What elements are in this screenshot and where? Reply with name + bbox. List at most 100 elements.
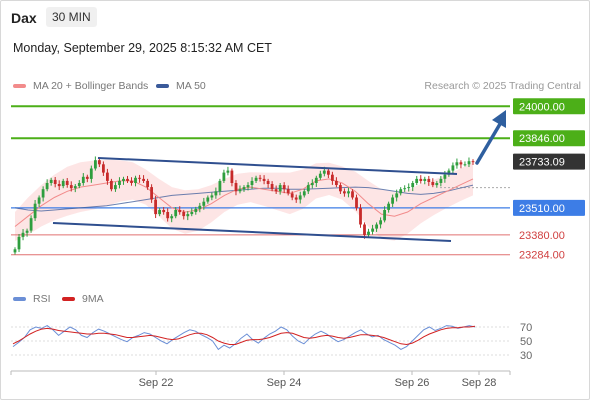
projection-arrowhead <box>492 110 506 128</box>
candle-body <box>170 216 174 219</box>
candle-body <box>234 183 238 192</box>
candle-body <box>335 180 338 185</box>
candle-body <box>274 189 278 192</box>
candle-body <box>98 160 101 165</box>
candle-body <box>102 164 105 173</box>
candle-body <box>415 178 419 183</box>
candle-body <box>383 210 386 221</box>
candle-body <box>178 210 182 213</box>
candle-body <box>69 185 73 189</box>
candle-body <box>322 170 326 174</box>
legend-ma50: MA 50 <box>156 80 206 92</box>
candle-body <box>254 177 258 181</box>
candle-body <box>435 183 439 186</box>
candle-body <box>258 177 262 179</box>
x-tick-label-Sep 26: Sep 26 <box>395 377 430 389</box>
timestamp: Monday, September 29, 2025 8:15:32 AM CE… <box>13 41 272 55</box>
candle-body <box>331 174 334 181</box>
candle-body <box>214 191 218 196</box>
candle-body <box>387 203 390 210</box>
candle-body <box>455 162 459 166</box>
candle-body <box>431 182 435 186</box>
candle-body <box>262 178 266 181</box>
candle-body <box>343 191 346 194</box>
rsi-tick-30: 30 <box>520 350 532 362</box>
candle-body <box>154 199 157 215</box>
ma50-swatch <box>156 84 169 88</box>
candle-body <box>423 178 427 181</box>
candle-body <box>150 187 153 200</box>
candle-body <box>351 191 354 198</box>
candle-body <box>306 185 310 192</box>
candle-body <box>126 178 129 181</box>
candle-body <box>298 195 302 200</box>
candle-body <box>463 164 467 166</box>
credit-text: Research © 2025 Trading Central <box>424 80 581 92</box>
candle-body <box>407 187 411 189</box>
candle-body <box>146 180 149 188</box>
candle-body <box>367 231 370 235</box>
candle-body <box>130 180 133 183</box>
candle-body <box>65 180 69 185</box>
candle-body <box>122 178 125 181</box>
candle-body <box>359 207 362 225</box>
candle-body <box>138 177 141 179</box>
candle-body <box>238 189 242 192</box>
rsi-label: RSI <box>33 293 51 305</box>
candle-body <box>282 185 286 190</box>
candle-body <box>339 185 342 192</box>
legend-rsi: RSI <box>13 293 51 305</box>
candle-body <box>29 218 33 231</box>
candle-body <box>33 203 37 219</box>
candle-body <box>411 183 415 188</box>
level-label-24000.00: 24000.00 <box>519 101 565 113</box>
candle-body <box>327 170 330 175</box>
candle-body <box>174 210 178 217</box>
candle-body <box>37 197 41 204</box>
candle-body <box>190 212 194 215</box>
legend-ma9: 9MA <box>62 293 104 305</box>
candle-body <box>166 212 170 219</box>
candle-body <box>162 210 166 213</box>
candle-body <box>45 183 49 190</box>
candle-body <box>57 184 61 187</box>
candle-body <box>110 180 113 190</box>
candle-body <box>379 220 382 225</box>
ma20-label: MA 20 + Bollinger Bands <box>33 80 149 92</box>
candle-body <box>226 170 230 173</box>
level-label-23380.00: 23380.00 <box>519 230 565 242</box>
candle-body <box>89 168 93 179</box>
ma9-label: 9MA <box>82 293 104 305</box>
candle-body <box>222 172 226 181</box>
candle-body <box>290 193 294 198</box>
candle-body <box>427 178 431 182</box>
candle-body <box>134 177 137 183</box>
candle-body <box>85 176 89 179</box>
candle-body <box>142 178 145 181</box>
candle-body <box>310 183 314 186</box>
candle-body <box>81 176 85 183</box>
ma20-swatch <box>13 84 26 88</box>
rsi-tick-50: 50 <box>520 336 532 348</box>
candle-body <box>467 161 471 165</box>
candle-body <box>318 173 322 178</box>
level-label-23284.00: 23284.00 <box>519 250 565 262</box>
symbol-label: Dax <box>11 10 37 26</box>
level-label-23733.09: 23733.09 <box>519 157 565 169</box>
candle-body <box>13 249 17 253</box>
candle-body <box>242 187 246 190</box>
candle-body <box>25 230 29 233</box>
candle-body <box>314 177 318 183</box>
timeframe-button[interactable]: 30 MIN <box>46 7 97 27</box>
level-tag-24000.00 <box>513 98 585 115</box>
candle-body <box>230 170 234 183</box>
candle-body <box>106 172 109 181</box>
x-tick-label-Sep 28: Sep 28 <box>462 377 497 389</box>
candle-body <box>17 236 21 250</box>
rsi-swatch <box>13 297 26 301</box>
candle-body <box>202 201 206 206</box>
chart-header: Dax 30 MIN <box>0 0 590 36</box>
candle-body <box>355 197 358 208</box>
rsi-ma-line <box>12 325 476 346</box>
candle-body <box>158 210 161 215</box>
